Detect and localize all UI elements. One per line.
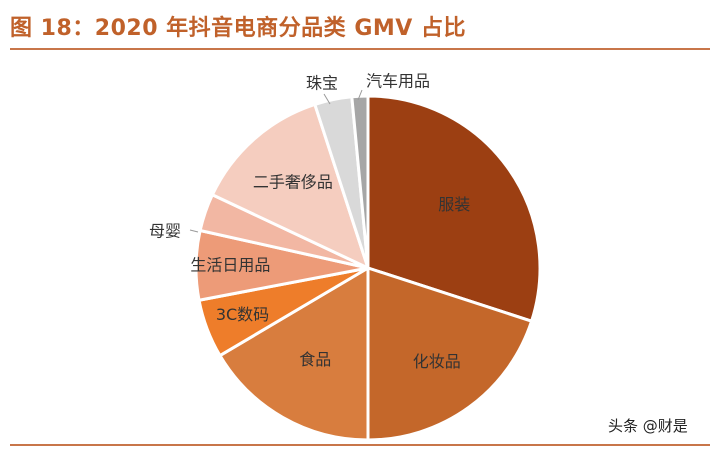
leader-line xyxy=(357,89,363,101)
watermark-text: 头条 @财是 xyxy=(608,417,688,435)
pie-slice xyxy=(366,94,542,323)
slice-label: 二手奢侈品 xyxy=(253,172,333,191)
slice-label: 服装 xyxy=(438,195,470,214)
bottom-rule xyxy=(10,444,710,446)
leader-line xyxy=(189,229,199,233)
pie-slice xyxy=(366,266,534,442)
leader-lines xyxy=(189,89,363,233)
slice-label: 食品 xyxy=(299,350,331,369)
pie-slice xyxy=(218,266,370,442)
chart-title: 图 18：2020 年抖音电商分品类 GMV 占比 xyxy=(10,16,466,41)
slice-label: 生活日用品 xyxy=(190,255,270,274)
top-rule xyxy=(10,48,710,50)
pie-slices xyxy=(194,94,542,442)
slice-label: 珠宝 xyxy=(306,74,338,93)
slice-label: 3C数码 xyxy=(216,305,269,324)
slice-label: 母婴 xyxy=(149,222,181,241)
pie-slice xyxy=(210,102,370,270)
slice-label: 汽车用品 xyxy=(366,72,430,91)
leader-line xyxy=(323,93,331,105)
slice-label: 化妆品 xyxy=(413,352,461,371)
